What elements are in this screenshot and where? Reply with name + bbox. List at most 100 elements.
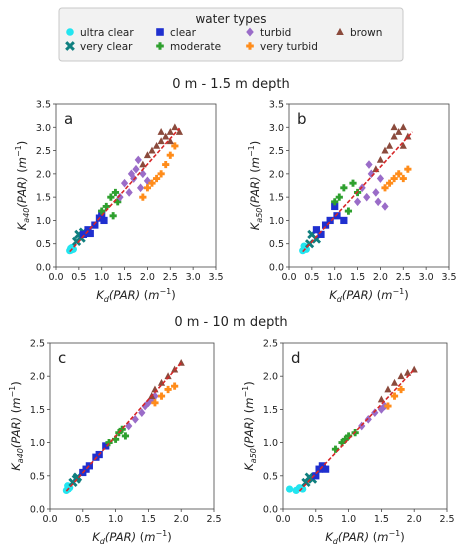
panel-label: a (64, 110, 73, 128)
point-moderate (102, 202, 110, 211)
point-clear (102, 442, 110, 450)
point-brown (171, 123, 179, 131)
legend-marker-brown (336, 27, 344, 36)
point-brown (390, 132, 398, 140)
panel-label: d (291, 349, 301, 367)
point-very-turbid (162, 160, 170, 169)
legend-marker-moderate (156, 42, 164, 50)
point-turbid (364, 415, 372, 424)
y-tick-label: 0.0 (269, 263, 284, 274)
point-brown (152, 141, 161, 149)
x-tick-label: 1.5 (350, 272, 365, 283)
x-tick-label: 1.0 (108, 514, 123, 525)
y-tick-label: 2.5 (263, 339, 278, 350)
point-turbid (125, 188, 133, 197)
legend-marker-turbid (246, 27, 254, 37)
y-tick-label: 0.5 (30, 471, 45, 482)
point-moderate (349, 179, 357, 187)
x-tick-label: 1.5 (374, 514, 389, 525)
section-title-bottom: 0 m - 10 m depth (174, 315, 287, 330)
x-tick-label: 2.5 (439, 514, 454, 525)
panel-b: 0.00.0 0.5 0.5 1.0 1.0 1.5 1.5 2.0 2.0 2.5 2.5 3.0 3… (247, 100, 457, 305)
point-turbid (363, 192, 371, 202)
panel-a: 0.00.0 0.5 0.5 1.0 1.0 1.5 1.5 2.0 2.0 2.5 2.5 3.0 3… (14, 100, 224, 305)
point-moderate (344, 207, 353, 215)
point-very-turbid (171, 142, 179, 150)
point-moderate (114, 198, 122, 206)
point-brown (399, 141, 407, 149)
x-tick-label: 1.0 (341, 514, 356, 525)
point-very-turbid (157, 392, 166, 400)
y-tick-label: 2.5 (36, 146, 51, 157)
legend-label-clear: clear (170, 27, 197, 39)
x-axis-label: Kd(PAR) (m−1) (325, 529, 404, 546)
point-turbid (372, 188, 380, 197)
point-very-turbid (171, 382, 179, 390)
x-tick-label: 3.5 (208, 272, 223, 283)
x-tick-label: 0.5 (304, 272, 319, 283)
point-brown (162, 132, 170, 140)
x-tick-label: 0.0 (281, 272, 296, 283)
point-brown (139, 160, 147, 168)
legend-label-very-clear: very clear (80, 41, 133, 53)
point-brown (148, 146, 156, 154)
point-brown (404, 368, 412, 376)
x-tick-label: 0.5 (308, 514, 323, 525)
panel-label: b (297, 110, 307, 128)
point-clear (331, 202, 339, 211)
section-title-top: 0 m - 1.5 m depth (172, 77, 289, 92)
x-tick-label: 2.5 (206, 514, 221, 525)
legend-label-very-turbid: very turbid (260, 41, 318, 53)
point-brown (381, 146, 389, 154)
x-tick-label: 1.5 (141, 514, 156, 525)
point-very-turbid (166, 151, 174, 159)
y-tick-label: 0.5 (263, 471, 278, 482)
point-brown (175, 127, 184, 135)
point-brown (157, 127, 165, 135)
y-tick-label: 1.5 (36, 193, 51, 204)
y-tick-label: 0.5 (269, 239, 284, 250)
y-axis-label: Ka50(PAR) (m−1) (247, 141, 264, 231)
y-tick-label: 1.5 (269, 193, 284, 204)
point-moderate (118, 425, 126, 433)
point-turbid (116, 192, 124, 202)
plot-area (55, 103, 217, 268)
x-tick-label: 0.0 (48, 272, 63, 283)
x-tick-label: 2.0 (407, 514, 422, 525)
x-tick-label: 0.5 (75, 514, 90, 525)
point-very-turbid (139, 193, 147, 201)
x-tick-label: 2.0 (140, 272, 155, 283)
point-very-turbid (157, 170, 165, 178)
x-tick-label: 1.5 (117, 272, 132, 283)
point-clear (100, 216, 108, 225)
legend-label-moderate: moderate (170, 41, 221, 53)
point-turbid (365, 160, 373, 169)
point-clear (340, 216, 348, 225)
legend-box (58, 7, 404, 62)
point-very-turbid (381, 184, 389, 192)
point-brown (377, 395, 385, 403)
legend-label-ultra-clear: ultra clear (80, 27, 134, 39)
point-very-turbid (143, 184, 152, 192)
fit-line (69, 127, 181, 253)
point-very-turbid (395, 170, 403, 178)
x-axis-label: Kd(PAR) (m−1) (96, 287, 175, 304)
y-tick-label: 2.5 (269, 146, 284, 157)
fit-line (65, 362, 182, 492)
point-moderate (98, 207, 106, 215)
point-very-turbid (390, 174, 398, 183)
x-tick-label: 3.0 (419, 272, 434, 283)
point-turbid (120, 178, 129, 188)
point-clear (79, 230, 88, 238)
point-very-turbid (390, 392, 399, 400)
y-tick-label: 2.5 (30, 339, 45, 350)
point-ultra-clear (300, 242, 308, 250)
point-brown (166, 137, 174, 145)
point-turbid (376, 174, 385, 183)
point-ultra-clear (285, 485, 294, 493)
point-turbid (377, 405, 385, 414)
point-brown (390, 378, 399, 386)
point-moderate (111, 188, 120, 197)
y-tick-label: 3.5 (269, 100, 284, 111)
point-clear (84, 226, 92, 234)
